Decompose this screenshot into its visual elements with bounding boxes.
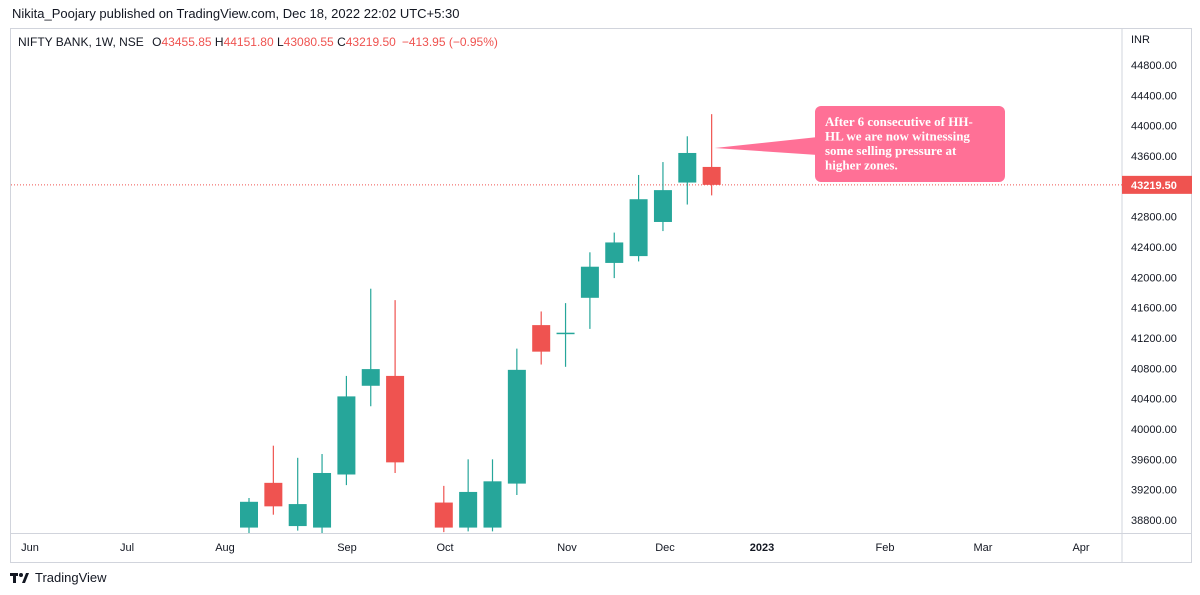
- candle-up[interactable]: [459, 491, 478, 528]
- last-price-label: 43219.50: [1131, 180, 1177, 192]
- legend-open-label: O: [152, 35, 162, 49]
- legend-low-label: L: [276, 35, 284, 49]
- candle-down[interactable]: [532, 325, 551, 352]
- candle-up[interactable]: [580, 266, 599, 298]
- time-tick-label: Oct: [436, 542, 453, 554]
- tradingview-logo-icon: [10, 572, 29, 583]
- candle-up[interactable]: [240, 501, 258, 528]
- price-tick-label: 42800.00: [1131, 212, 1177, 224]
- callout-text-line: After 6 consecutive of HH-: [825, 114, 973, 129]
- tradingview-brand[interactable]: TradingView: [10, 570, 107, 585]
- time-tick-label: Aug: [215, 542, 235, 554]
- legend-low-value: 43080.55: [283, 35, 334, 49]
- candle-up[interactable]: [361, 369, 380, 386]
- candle-down[interactable]: [702, 166, 721, 185]
- callout-text-line: some selling pressure at: [825, 143, 957, 158]
- price-tick-label: 43600.00: [1131, 151, 1177, 163]
- legend-close-label: C: [337, 35, 346, 49]
- price-tick-label: 42000.00: [1131, 272, 1177, 284]
- legend-change: −413.95 (−0.95%): [401, 35, 498, 49]
- currency-label: INR: [1131, 34, 1150, 46]
- price-tick-label: 44400.00: [1131, 90, 1177, 102]
- legend-high-value: 44151.80: [223, 35, 274, 49]
- price-tick-label: 40400.00: [1131, 394, 1177, 406]
- callout-pointer: [714, 137, 818, 155]
- legend-symbol: NIFTY BANK, 1W, NSE: [18, 35, 144, 49]
- time-tick-label: Jul: [120, 542, 134, 554]
- candle-up[interactable]: [556, 332, 575, 335]
- candle-up[interactable]: [629, 199, 648, 257]
- callout-box[interactable]: [815, 106, 1005, 182]
- candle-up[interactable]: [313, 472, 332, 528]
- legend-open-value: 43455.85: [161, 35, 212, 49]
- candles-group: [240, 114, 721, 533]
- price-tick-label: 42400.00: [1131, 242, 1177, 254]
- time-tick-label: Apr: [1072, 542, 1089, 554]
- publisher-line: Nikita_Poojary published on TradingView.…: [12, 6, 460, 21]
- legend-high-label: H: [214, 35, 224, 49]
- price-tick-label: 41600.00: [1131, 303, 1177, 315]
- candle-down[interactable]: [386, 375, 405, 463]
- time-tick-label: Feb: [876, 542, 895, 554]
- symbol-legend: NIFTY BANK, 1W, NSE O43455.85 H44151.80 …: [18, 35, 498, 49]
- price-tick-label: 44800.00: [1131, 60, 1177, 72]
- time-tick-label: Dec: [655, 542, 675, 554]
- time-tick-label: Jun: [21, 542, 39, 554]
- price-tick-label: 38800.00: [1131, 515, 1177, 527]
- candle-up[interactable]: [653, 190, 672, 222]
- price-tick-label: 39600.00: [1131, 454, 1177, 466]
- price-tick-label: 40800.00: [1131, 363, 1177, 375]
- chart-frame[interactable]: [10, 28, 1192, 563]
- last-price-badge: [1122, 175, 1192, 194]
- price-tick-label: 44000.00: [1131, 121, 1177, 133]
- price-tick-label: 39200.00: [1131, 485, 1177, 497]
- time-tick-label: Nov: [557, 542, 577, 554]
- time-tick-label: Mar: [974, 542, 993, 554]
- candle-up[interactable]: [507, 369, 526, 484]
- callout-text-line: HL we are now witnessing: [825, 129, 970, 144]
- price-tick-label: 40000.00: [1131, 424, 1177, 436]
- candle-down[interactable]: [434, 502, 453, 528]
- candle-up[interactable]: [678, 152, 697, 183]
- candle-up[interactable]: [483, 481, 502, 528]
- candle-up[interactable]: [288, 504, 307, 527]
- candle-up[interactable]: [605, 242, 624, 263]
- brand-label: TradingView: [35, 570, 107, 585]
- time-tick-label: 2023: [750, 542, 774, 554]
- callout-text-line: higher zones.: [825, 158, 898, 173]
- time-tick-label: Sep: [337, 542, 357, 554]
- legend-close-value: 43219.50: [345, 35, 396, 49]
- candle-up[interactable]: [337, 396, 356, 475]
- price-tick-label: 41200.00: [1131, 333, 1177, 345]
- candle-down[interactable]: [264, 482, 283, 507]
